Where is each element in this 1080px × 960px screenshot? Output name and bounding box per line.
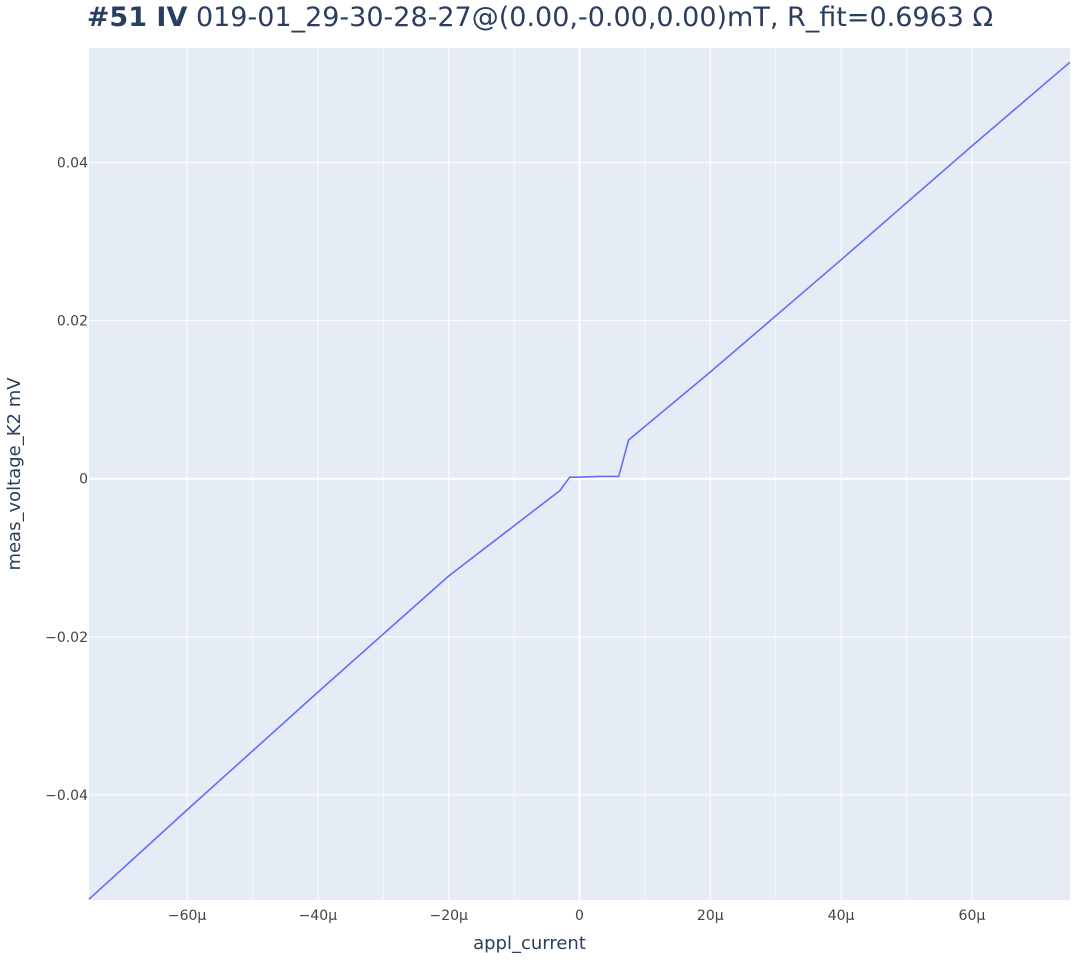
y-tick-label: 0.02 (57, 314, 88, 330)
x-axis-title: appl_current (473, 933, 586, 954)
x-tick-label: 60µ (959, 908, 986, 924)
x-tick-label: −20µ (429, 908, 468, 924)
series-line (88, 61, 1071, 900)
y-tick-label: 0.04 (57, 156, 88, 172)
chart-title-rest: 019-01_29-30-28-27@(0.00,-0.00,0.00)mT, … (187, 2, 994, 33)
chart-title: #51 IV 019-01_29-30-28-27@(0.00,-0.00,0.… (0, 0, 1080, 36)
y-tick-label: −0.02 (45, 630, 88, 646)
x-tick-label: 40µ (828, 908, 855, 924)
y-tick-label: −0.04 (45, 788, 88, 804)
chart-title-bold: #51 IV (86, 2, 188, 33)
x-tick-label: −60µ (168, 908, 207, 924)
y-tick-label: 0 (79, 472, 88, 488)
y-axis-title: meas_voltage_K2 mV (4, 377, 25, 571)
x-tick-label: 0 (575, 908, 584, 924)
x-tick-label: −40µ (299, 908, 338, 924)
x-tick-label: 20µ (697, 908, 724, 924)
